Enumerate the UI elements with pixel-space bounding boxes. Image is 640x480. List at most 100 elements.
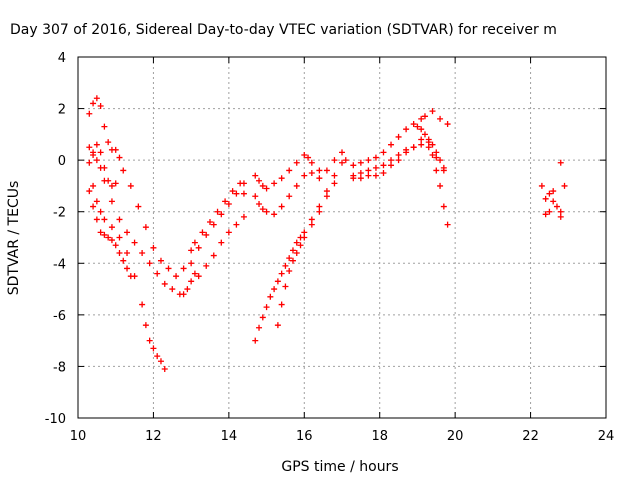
data-point [542, 195, 549, 202]
data-point [233, 221, 240, 228]
data-point [316, 175, 323, 182]
data-point [365, 172, 372, 179]
data-point [93, 216, 100, 223]
data-point [112, 146, 119, 153]
data-point [372, 172, 379, 179]
data-point [331, 172, 338, 179]
data-point [561, 182, 568, 189]
data-point [180, 291, 187, 298]
data-point [240, 213, 247, 220]
data-point [444, 121, 451, 128]
data-point [339, 149, 345, 156]
data-point [142, 224, 149, 231]
data-point [388, 141, 395, 148]
data-point [301, 229, 308, 236]
data-point [308, 170, 315, 177]
data-point [240, 190, 247, 197]
data-point [150, 244, 157, 251]
data-point [259, 182, 266, 189]
y-axis-label: SDTVAR / TECUs [6, 181, 22, 296]
data-point [131, 239, 138, 246]
data-point [157, 358, 164, 365]
data-point [139, 301, 146, 308]
data-point [165, 265, 172, 272]
data-point [161, 366, 168, 373]
data-point [93, 95, 100, 102]
data-point [278, 270, 285, 277]
data-point [139, 249, 146, 256]
data-point [86, 144, 93, 151]
data-point [263, 304, 270, 311]
data-point [101, 216, 108, 223]
data-point [410, 121, 417, 128]
data-point [199, 229, 206, 236]
data-point [173, 273, 180, 280]
data-point [101, 164, 108, 171]
data-point [286, 268, 293, 275]
data-point [210, 252, 217, 259]
data-point [357, 175, 364, 182]
data-point [267, 293, 274, 300]
data-point [188, 260, 195, 267]
data-point [203, 231, 210, 238]
data-point [301, 151, 308, 158]
data-point [286, 255, 293, 262]
data-point [546, 190, 553, 197]
plot-frame [77, 56, 607, 419]
data-point [308, 221, 315, 228]
data-point [372, 164, 379, 171]
data-point [124, 229, 131, 236]
data-point [93, 198, 100, 205]
data-point [154, 353, 161, 360]
data-point [271, 286, 278, 293]
chart-title: Day 307 of 2016, Sidereal Day-to-day VTE… [10, 22, 557, 38]
data-point [403, 126, 410, 133]
data-point [305, 154, 312, 161]
data-point [542, 211, 549, 218]
data-point [105, 177, 112, 184]
data-point [380, 170, 387, 177]
x-tick-label: 14 [221, 429, 238, 444]
data-point [131, 273, 138, 280]
y-tick-label: 2 [58, 103, 66, 118]
data-point [437, 115, 444, 122]
data-point [161, 280, 168, 287]
data-point [150, 345, 157, 352]
data-point [218, 211, 225, 218]
data-point [286, 167, 293, 174]
data-point [410, 144, 417, 151]
data-point [120, 167, 127, 174]
data-point [553, 203, 560, 210]
data-point [297, 242, 304, 249]
data-point [191, 239, 198, 246]
x-tick-label: 20 [447, 429, 464, 444]
data-point [429, 108, 436, 115]
data-point [557, 159, 564, 166]
data-point [184, 286, 191, 293]
data-point [293, 239, 300, 246]
x-tick-label: 24 [598, 429, 615, 444]
data-point [372, 154, 379, 161]
data-point [331, 157, 338, 164]
data-point [538, 182, 545, 189]
data-point [316, 167, 323, 174]
data-point [90, 203, 97, 210]
data-point [97, 229, 104, 236]
data-point [274, 278, 281, 285]
data-point [188, 278, 195, 285]
data-point [444, 221, 451, 228]
data-point [331, 180, 338, 187]
data-point [546, 208, 553, 215]
data-point [218, 239, 225, 246]
data-point [418, 136, 425, 143]
x-tick-labels: 10 12 14 16 18 20 22 24 [70, 429, 615, 444]
data-point [101, 231, 108, 238]
data-point [425, 136, 432, 143]
data-point [429, 151, 436, 158]
data-point [116, 154, 123, 161]
x-tick-label: 18 [371, 429, 388, 444]
data-point [550, 198, 557, 205]
data-point [433, 167, 440, 174]
data-point [229, 188, 236, 195]
data-points [86, 95, 568, 373]
